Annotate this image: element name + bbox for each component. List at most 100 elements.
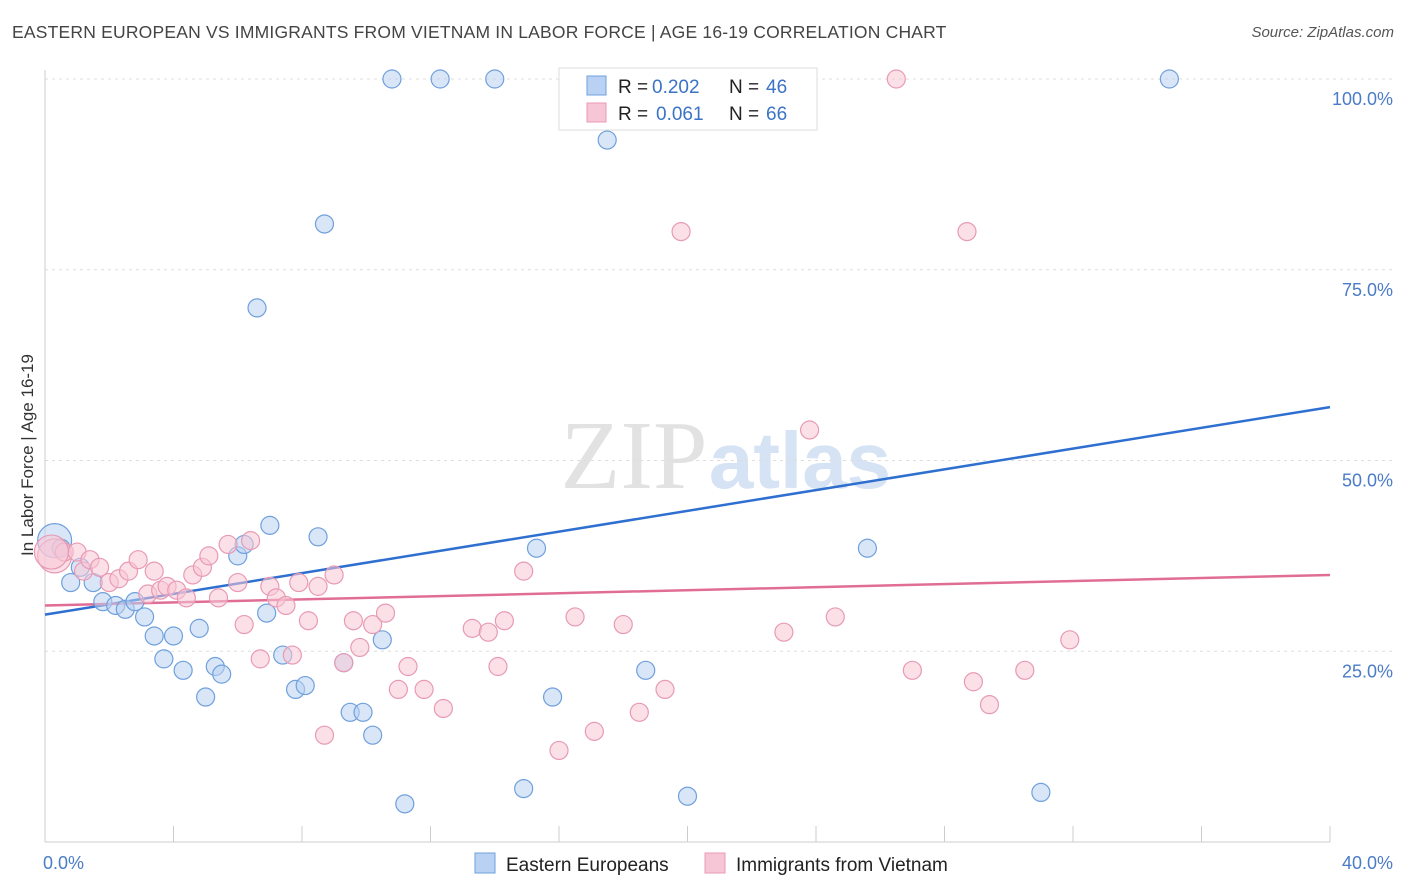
immigrants-vietnam-point xyxy=(250,649,270,669)
y-axis-label: In Labor Force | Age 16-19 xyxy=(18,354,37,556)
immigrants-vietnam-point xyxy=(1015,660,1035,680)
x-tick-label-min: 0.0% xyxy=(43,853,84,873)
eastern-europeans-point xyxy=(247,298,267,318)
eastern-europeans-point xyxy=(154,649,174,669)
eastern-europeans-point xyxy=(212,664,232,684)
data-points xyxy=(33,69,1179,814)
eastern-europeans-point xyxy=(173,660,193,680)
eastern-europeans-point xyxy=(353,702,373,722)
immigrants-vietnam-point xyxy=(799,420,820,440)
legend-swatch-eastern-europeans xyxy=(586,75,607,96)
immigrants-vietnam-point xyxy=(289,572,309,593)
immigrants-vietnam-point xyxy=(350,637,370,658)
eastern-europeans-point xyxy=(196,687,216,707)
immigrants-vietnam-point xyxy=(433,698,453,719)
eastern-europeans-point xyxy=(144,626,164,646)
immigrants-vietnam-point xyxy=(478,622,498,642)
legend-swatch-immigrants-vietnam xyxy=(586,102,607,123)
axes xyxy=(44,70,1331,843)
y-tick-label-50: 50.0% xyxy=(1342,471,1393,491)
immigrants-vietnam-point xyxy=(276,595,296,616)
immigrants-vietnam-point xyxy=(1060,630,1080,650)
immigrants-vietnam-point xyxy=(488,656,508,677)
legend-n-value-2: 66 xyxy=(766,104,787,125)
eastern-europeans-point xyxy=(514,778,534,799)
eastern-europeans-point xyxy=(430,69,450,89)
bottom-legend-label-eastern-europeans: Eastern Europeans xyxy=(506,855,669,876)
immigrants-vietnam-point xyxy=(375,603,396,623)
immigrants-vietnam-point xyxy=(825,607,845,627)
immigrants-vietnam-point xyxy=(963,672,984,692)
immigrants-vietnam-point xyxy=(33,534,70,570)
watermark-zip: ZIP xyxy=(561,402,708,510)
immigrants-vietnam-point xyxy=(241,531,261,551)
eastern-europeans-point xyxy=(636,660,656,680)
immigrants-vietnam-point xyxy=(128,550,148,570)
immigrants-vietnam-point xyxy=(234,614,254,635)
eastern-europeans-point xyxy=(395,794,415,814)
legend-r-label-2: R = xyxy=(618,104,648,125)
immigrants-vietnam-point xyxy=(979,695,1000,715)
immigrants-vietnam-point xyxy=(494,611,514,631)
x-tick-labels: 0.0% 40.0% xyxy=(43,853,1393,873)
immigrants-vietnam-point xyxy=(176,588,196,608)
immigrants-vietnam-trend-line xyxy=(44,573,1331,607)
gridlines xyxy=(45,78,1395,652)
chart-title: EASTERN EUROPEAN VS IMMIGRANTS FROM VIET… xyxy=(12,22,947,42)
immigrants-vietnam-point xyxy=(902,660,922,680)
immigrants-vietnam-point xyxy=(671,222,691,242)
immigrants-vietnam-point xyxy=(398,656,418,677)
immigrants-vietnam-point xyxy=(308,576,328,596)
y-tick-label-25: 25.0% xyxy=(1342,661,1393,681)
eastern-europeans-point xyxy=(542,687,563,707)
immigrants-vietnam-point xyxy=(957,222,977,242)
eastern-europeans-point xyxy=(260,515,280,535)
y-tick-labels: 25.0% 50.0% 75.0% 100.0% xyxy=(1332,89,1393,681)
immigrants-vietnam-point xyxy=(462,618,482,638)
chart-source: Source: ZipAtlas.com xyxy=(1251,24,1394,41)
immigrants-vietnam-point xyxy=(199,546,219,566)
legend-n-value-1: 46 xyxy=(766,77,787,98)
watermark: ZIP atlas xyxy=(561,402,892,510)
immigrants-vietnam-point xyxy=(324,565,344,585)
eastern-europeans-point xyxy=(526,538,547,558)
legend-n-label-1: N = xyxy=(729,77,759,98)
immigrants-vietnam-point xyxy=(629,702,649,722)
bottom-legend-label-immigrants-vietnam: Immigrants from Vietnam xyxy=(736,855,948,876)
eastern-europeans-point xyxy=(1159,69,1179,89)
eastern-europeans-point xyxy=(597,130,617,150)
eastern-europeans-point xyxy=(61,572,81,593)
immigrants-vietnam-point xyxy=(655,679,675,700)
immigrants-vietnam-point xyxy=(334,653,354,673)
eastern-europeans-point xyxy=(134,607,155,627)
immigrants-vietnam-point xyxy=(584,721,604,741)
immigrants-vietnam-point xyxy=(282,645,302,665)
eastern-europeans-point xyxy=(308,527,328,547)
eastern-europeans-point xyxy=(314,214,335,234)
eastern-europeans-point xyxy=(1031,782,1051,803)
immigrants-vietnam-point xyxy=(565,607,585,627)
y-tick-label-75: 75.0% xyxy=(1342,280,1393,300)
immigrants-vietnam-point xyxy=(388,679,408,700)
eastern-europeans-point xyxy=(257,603,277,623)
eastern-europeans-trend-line xyxy=(44,405,1331,616)
x-tick-label-max: 40.0% xyxy=(1342,853,1393,873)
immigrants-vietnam-point xyxy=(549,740,569,761)
immigrants-vietnam-point xyxy=(774,622,794,642)
immigrants-vietnam-point xyxy=(414,679,434,700)
eastern-europeans-point xyxy=(382,69,402,89)
eastern-europeans-point xyxy=(372,630,392,650)
eastern-europeans-point xyxy=(295,675,315,696)
bottom-legend-swatch-immigrants-vietnam xyxy=(704,852,726,874)
eastern-europeans-point xyxy=(363,725,383,745)
immigrants-vietnam-point xyxy=(218,534,238,555)
immigrants-vietnam-point xyxy=(90,557,110,577)
eastern-europeans-point xyxy=(485,69,505,89)
eastern-europeans-point xyxy=(189,618,209,638)
stats-legend: R = 0.202 N = 46 R = 0.061 N = 66 xyxy=(558,67,818,131)
immigrants-vietnam-point xyxy=(343,611,363,631)
legend-r-value-1: 0.202 xyxy=(652,77,700,98)
legend-r-label-1: R = xyxy=(618,77,648,98)
eastern-europeans-point xyxy=(677,786,698,806)
